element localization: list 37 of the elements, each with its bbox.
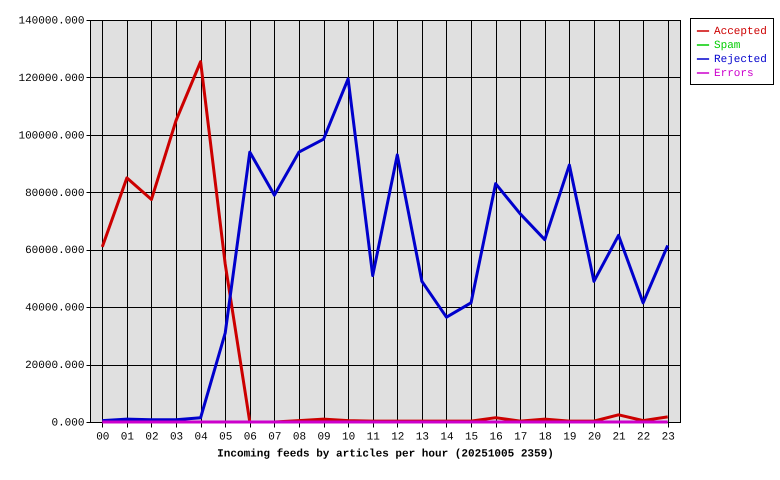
x-tick-label: 13 bbox=[416, 432, 429, 444]
x-tick-label: 00 bbox=[96, 432, 110, 444]
x-tick-label: 18 bbox=[538, 432, 552, 444]
x-tick-label: 17 bbox=[514, 432, 528, 444]
legend-label: Spam bbox=[714, 40, 741, 52]
x-tick-label: 23 bbox=[662, 432, 675, 444]
x-tick-label: 02 bbox=[145, 432, 159, 444]
y-tick-label: 60000.000 bbox=[25, 245, 84, 258]
y-tick-label: 80000.000 bbox=[25, 188, 84, 200]
legend-label: Accepted bbox=[714, 26, 767, 38]
x-tick-label: 21 bbox=[612, 432, 626, 444]
x-tick-label: 14 bbox=[440, 432, 454, 444]
x-tick-label: 11 bbox=[366, 432, 380, 444]
x-tick-label: 15 bbox=[464, 432, 478, 444]
x-tick-label: 22 bbox=[637, 432, 650, 444]
legend-label: Errors bbox=[714, 68, 754, 80]
x-tick-label: 16 bbox=[490, 432, 503, 444]
x-tick-label: 05 bbox=[219, 432, 232, 444]
y-tick-label: 120000.000 bbox=[18, 72, 84, 85]
x-tick-label: 06 bbox=[244, 432, 257, 444]
y-tick-label: 20000.000 bbox=[25, 360, 84, 372]
x-tick-label: 01 bbox=[120, 432, 134, 444]
x-tick-label: 09 bbox=[317, 432, 331, 444]
x-tick-label: 04 bbox=[194, 432, 208, 444]
x-tick-label: 20 bbox=[588, 432, 602, 444]
x-tick-label: 08 bbox=[292, 432, 306, 444]
x-tick-label: 19 bbox=[563, 432, 576, 444]
x-tick-label: 12 bbox=[391, 432, 404, 444]
x-tick-label: 07 bbox=[268, 432, 282, 444]
x-tick-label: 10 bbox=[342, 432, 356, 444]
x-axis-title: Incoming feeds by articles per hour (20251005 2359) bbox=[217, 448, 554, 460]
y-tick-label: 140000.000 bbox=[18, 16, 84, 28]
legend-label: Rejected bbox=[714, 54, 767, 66]
y-tick-label: 40000.000 bbox=[25, 302, 84, 315]
y-tick-label: 100000.000 bbox=[18, 130, 84, 142]
y-tick-label: 0.000 bbox=[51, 418, 84, 430]
x-tick-label: 03 bbox=[170, 432, 184, 444]
